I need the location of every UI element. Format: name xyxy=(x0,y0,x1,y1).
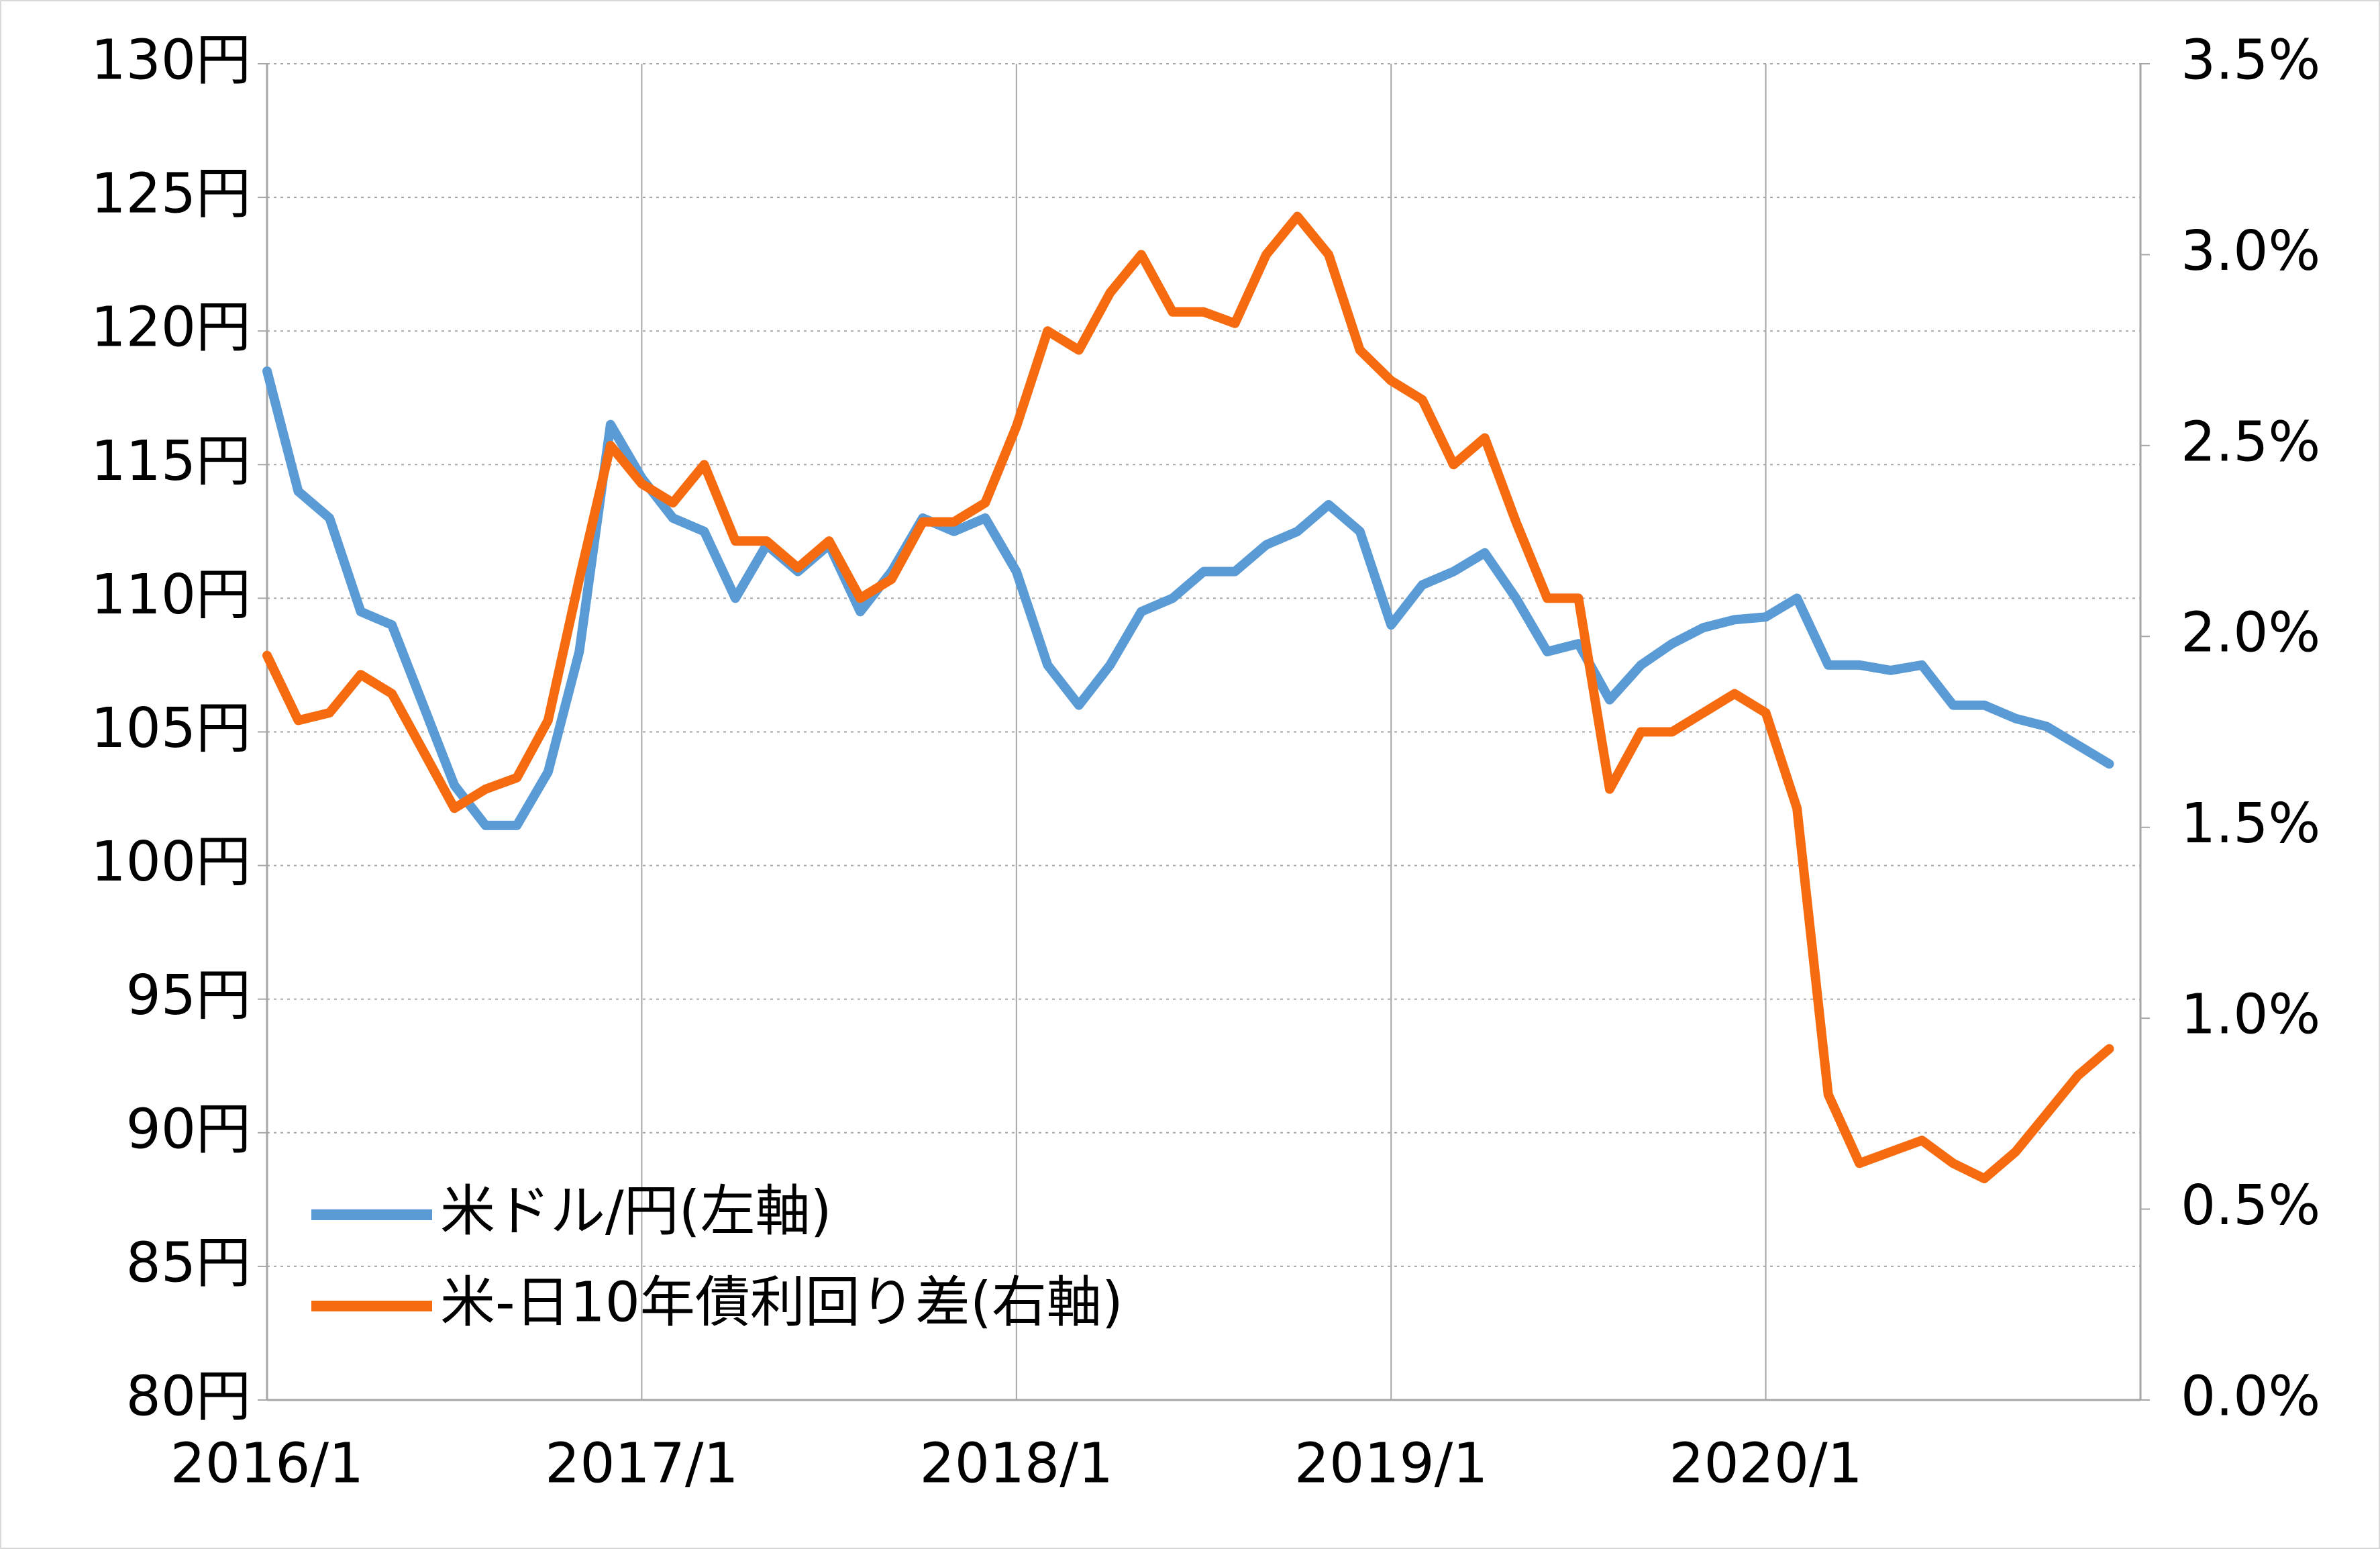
y-tick-label: 125円 xyxy=(91,162,251,226)
y2-tick-label: 2.0% xyxy=(2181,601,2320,665)
y-tick-label: 100円 xyxy=(91,830,251,894)
y-tick-label: 130円 xyxy=(91,28,251,92)
y2-tick-label: 3.5% xyxy=(2181,28,2320,92)
y-tick-label: 120円 xyxy=(91,296,251,360)
y-tick-label: 95円 xyxy=(126,964,251,1028)
y-tick-label: 80円 xyxy=(126,1364,251,1428)
series-line xyxy=(262,366,2114,830)
y-tick-label: 105円 xyxy=(91,697,251,760)
series-line xyxy=(262,211,2114,1184)
y-tick-label: 85円 xyxy=(126,1231,251,1295)
y2-tick-label: 0.0% xyxy=(2181,1364,2320,1428)
x-tick-label: 2020/1 xyxy=(1669,1432,1862,1495)
x-tick-label: 2018/1 xyxy=(920,1432,1113,1495)
y2-tick-label: 0.5% xyxy=(2181,1174,2320,1238)
y2-tick-label: 2.5% xyxy=(2181,410,2320,474)
y-tick-label: 115円 xyxy=(91,430,251,493)
y2-tick-label: 1.0% xyxy=(2181,983,2320,1047)
y2-tick-label: 1.5% xyxy=(2181,792,2320,856)
legend-label: 米ドル/円(左軸) xyxy=(440,1179,832,1243)
y2-tick-label: 3.0% xyxy=(2181,219,2320,283)
x-tick-label: 2019/1 xyxy=(1294,1432,1488,1495)
y-tick-label: 90円 xyxy=(126,1097,251,1161)
legend-label: 米-日10年債利回り差(右軸) xyxy=(440,1270,1123,1334)
x-tick-label: 2017/1 xyxy=(545,1432,738,1495)
x-tick-label: 2016/1 xyxy=(170,1432,364,1495)
y-tick-label: 110円 xyxy=(91,563,251,627)
